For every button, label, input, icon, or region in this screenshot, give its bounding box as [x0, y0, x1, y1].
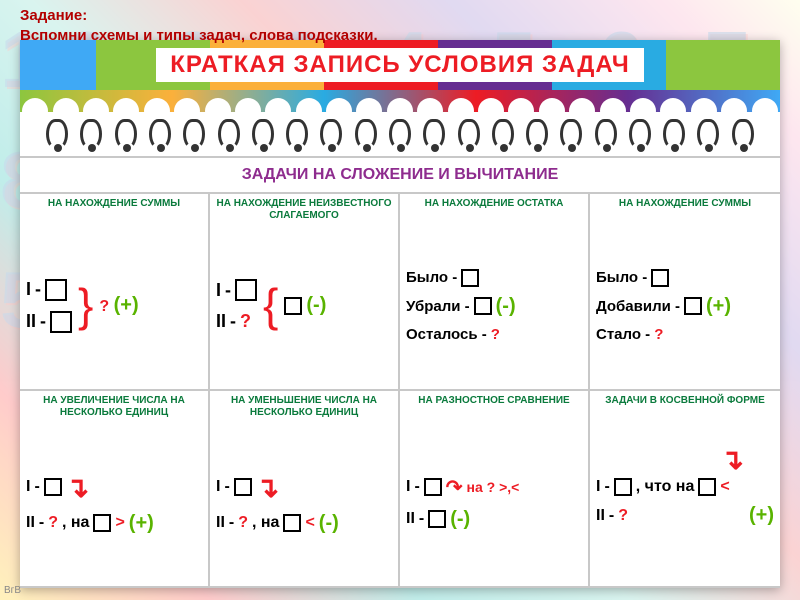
scallop-border [20, 90, 780, 112]
scheme-line: Было - [406, 269, 582, 287]
scheme-line: I-↴ [216, 471, 392, 504]
cell-title: НА УМЕНЬШЕНИЕ ЧИСЛА НА НЕСКОЛЬКО ЕДИНИЦ [216, 395, 392, 419]
task-label: Задание: [20, 7, 87, 24]
task-instruction: Задание: Вспомни схемы и типы задач, сло… [20, 6, 378, 45]
scheme-line: I-↴ [26, 471, 202, 504]
task-body: Вспомни схемы и типы задач, слова подска… [20, 27, 378, 44]
scheme: I-II-?{(-) [216, 228, 392, 383]
problem-grid: НА НАХОЖДЕНИЕ СУММЫI-II-}? (+)НА НАХОЖДЕ… [20, 194, 780, 588]
title-band: КРАТКАЯ ЗАПИСЬ УСЛОВИЯ ЗАДАЧ [20, 40, 780, 90]
cell-title: НА УВЕЛИЧЕНИЕ ЧИСЛА НА НЕСКОЛЬКО ЕДИНИЦ [26, 395, 202, 419]
problem-cell-5: НА УМЕНЬШЕНИЕ ЧИСЛА НА НЕСКОЛЬКО ЕДИНИЦ I… [210, 391, 400, 588]
subtitle: ЗАДАЧИ НА СЛОЖЕНИЕ И ВЫЧИТАНИЕ [20, 158, 780, 194]
scheme-line: Добавили -(+) [596, 295, 774, 318]
scheme-line: Осталось -? [406, 326, 582, 343]
problem-cell-0: НА НАХОЖДЕНИЕ СУММЫ I-II-}? (+) [20, 194, 210, 391]
problem-cell-6: НА РАЗНОСТНОЕ СРАВНЕНИЕ I-↷на ? >,< II-(-) [400, 391, 590, 588]
scheme: I-II-}? (+) [26, 228, 202, 383]
scheme: I-↴ II-?, на>(+) [26, 425, 202, 580]
scheme-line: II-?(+) [596, 504, 774, 527]
scheme-line: I-↷на ? >,< [406, 475, 582, 500]
scheme: I-↴ II-?, на<(-) [216, 425, 392, 580]
cell-title: НА НАХОЖДЕНИЕ СУММЫ [596, 198, 774, 222]
scheme-line: II-(-) [406, 508, 582, 531]
problem-cell-2: НА НАХОЖДЕНИЕ ОСТАТКА Было - Убрали -(-) Ос… [400, 194, 590, 391]
scheme: Было - Добавили -(+) Стало -? [596, 228, 774, 383]
scheme-line: I-, что на<↴ [596, 478, 774, 496]
cell-title: НА РАЗНОСТНОЕ СРАВНЕНИЕ [406, 395, 582, 419]
scheme-line: Было - [596, 269, 774, 287]
problem-cell-7: ЗАДАЧИ В КОСВЕННОЙ ФОРМЕ I-, что на<↴ II-?… [590, 391, 780, 588]
cell-title: ЗАДАЧИ В КОСВЕННОЙ ФОРМЕ [596, 395, 774, 419]
problem-cell-1: НА НАХОЖДЕНИЕ НЕИЗВЕСТНОГО СЛАГАЕМОГО I-I… [210, 194, 400, 391]
problem-cell-4: НА УВЕЛИЧЕНИЕ ЧИСЛА НА НЕСКОЛЬКО ЕДИНИЦ I… [20, 391, 210, 588]
scheme: I-, что на<↴ II-?(+) [596, 425, 774, 580]
scheme-line: II-?, на>(+) [26, 512, 202, 535]
paper-area: ЗАДАЧИ НА СЛОЖЕНИЕ И ВЫЧИТАНИЕ НА НАХОЖД… [20, 158, 780, 588]
cell-title: НА НАХОЖДЕНИЕ ОСТАТКА [406, 198, 582, 222]
poster: КРАТКАЯ ЗАПИСЬ УСЛОВИЯ ЗАДАЧ ЗАДАЧИ НА С… [20, 40, 780, 588]
scheme-line: Стало -? [596, 326, 774, 343]
cell-title: НА НАХОЖДЕНИЕ НЕИЗВЕСТНОГО СЛАГАЕМОГО [216, 198, 392, 222]
cell-title: НА НАХОЖДЕНИЕ СУММЫ [26, 198, 202, 222]
watermark: ВгВ [4, 585, 21, 596]
spiral-rings [20, 112, 780, 158]
poster-title: КРАТКАЯ ЗАПИСЬ УСЛОВИЯ ЗАДАЧ [156, 48, 643, 82]
scheme: Было - Убрали -(-) Осталось -? [406, 228, 582, 383]
scheme: I-↷на ? >,< II-(-) [406, 425, 582, 580]
scheme-line: II-?, на<(-) [216, 512, 392, 535]
scheme-line: Убрали -(-) [406, 295, 582, 318]
problem-cell-3: НА НАХОЖДЕНИЕ СУММЫ Было - Добавили -(+) Ст… [590, 194, 780, 391]
